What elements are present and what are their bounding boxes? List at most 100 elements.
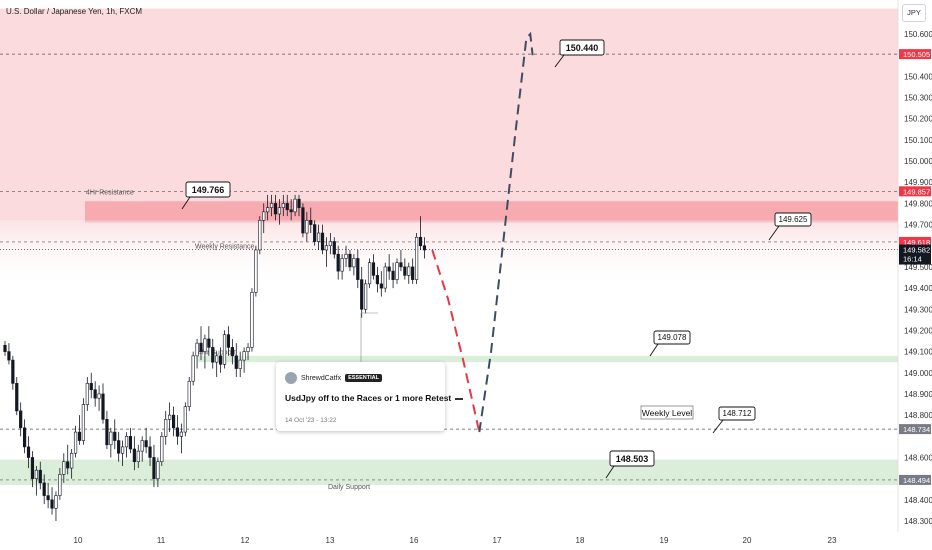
idea-title[interactable]: UsdJpy off to the Races or 1 more Retest: [285, 393, 464, 403]
candle: [117, 432, 121, 462]
candle: [195, 338, 199, 369]
candle: [152, 444, 156, 488]
time-axis-bg: [0, 532, 898, 550]
candle: [11, 355, 15, 390]
x-tick-label: 19: [660, 536, 669, 545]
candle-body: [281, 203, 285, 208]
price-callout[interactable]: 148.503: [605, 450, 655, 479]
candle: [364, 279, 368, 314]
price-tag-label: 149.582: [903, 246, 930, 255]
x-tick-label: 18: [576, 536, 585, 545]
candle-body: [105, 419, 109, 446]
candle: [26, 436, 31, 469]
candle-body: [164, 419, 168, 437]
candle: [360, 266, 364, 318]
candle-body: [230, 347, 234, 357]
weekly-level-annotation[interactable]: Weekly Level: [640, 405, 694, 420]
candle-body: [258, 220, 262, 251]
candle-body: [62, 461, 66, 475]
candle: [132, 436, 136, 471]
callout-pointer: [768, 225, 780, 241]
resistance-area: [0, 8, 898, 221]
candle-body: [250, 292, 254, 348]
candle-body: [277, 207, 282, 215]
candle-body: [11, 359, 15, 384]
candle-body: [97, 393, 101, 399]
candle-body: [367, 262, 372, 285]
candle-body: [266, 207, 270, 213]
callout-label: 148.503: [616, 454, 649, 464]
price-axis-bg: [898, 0, 932, 550]
candle: [234, 343, 238, 378]
y-tick-label: 150.200: [904, 115, 932, 124]
candle-body: [66, 461, 70, 469]
candle: [175, 415, 180, 445]
price-tag: 148.734: [899, 424, 931, 435]
candle-body: [124, 436, 129, 448]
price-callout[interactable]: 149.625: [768, 212, 812, 241]
candle: [58, 468, 62, 500]
candle-body: [148, 446, 152, 458]
candle-body: [320, 232, 325, 251]
candle-body: [34, 469, 38, 479]
price-tag-bg: [899, 236, 931, 247]
candle: [414, 233, 419, 284]
idea-date: 14 Oct '23 - 13:22: [285, 417, 337, 424]
candle-body: [195, 342, 199, 357]
candle: [230, 338, 234, 365]
candle-body: [383, 266, 387, 289]
candle-body: [234, 355, 238, 369]
candle: [242, 347, 246, 373]
y-tick-label: 149.000: [904, 369, 932, 378]
candle-body: [175, 427, 180, 437]
candle-body: [203, 338, 207, 352]
candle: [313, 220, 317, 246]
candle: [269, 194, 274, 217]
y-tick-label: 150.600: [904, 30, 932, 39]
currency-button[interactable]: JPY: [902, 4, 926, 22]
candle-body: [316, 232, 321, 242]
candle: [254, 245, 258, 297]
candle: [422, 237, 427, 259]
candle-body: [379, 283, 383, 289]
candle: [105, 410, 109, 450]
candle-body: [128, 436, 133, 450]
candle-body: [140, 440, 144, 452]
candle: [289, 199, 293, 221]
candle: [42, 474, 46, 505]
bullish-projection-path: [478, 31, 534, 433]
candle: [22, 419, 27, 454]
candle-body: [191, 355, 195, 382]
price-callout[interactable]: 149.078: [649, 330, 691, 357]
candle-body: [73, 431, 78, 454]
author-avatar[interactable]: [285, 372, 297, 384]
y-tick-label: 150.400: [904, 72, 932, 81]
candle: [179, 423, 184, 454]
candle-body: [395, 262, 399, 280]
candle: [66, 444, 70, 475]
y-tick-label: 148.600: [904, 453, 932, 462]
candle: [250, 288, 254, 352]
y-tick-label: 148.900: [904, 390, 932, 399]
candle: [379, 271, 383, 297]
weekly-level-text: Weekly Level: [642, 408, 693, 418]
price-callout[interactable]: 148.712: [712, 406, 756, 434]
candle-body: [199, 342, 203, 352]
idea-card[interactable]: ShrewdCatfx ESSENTIAL UsdJpy off to the …: [276, 362, 464, 431]
candle-body: [360, 279, 364, 310]
candle-body: [93, 389, 97, 399]
candle-body: [324, 245, 329, 251]
candle: [164, 410, 168, 445]
price-tag-countdown: 16:14: [903, 255, 922, 264]
price-tag-bg: [899, 424, 931, 435]
y-tick-label: 149.500: [904, 263, 932, 272]
candle: [73, 425, 78, 458]
author-name[interactable]: ShrewdCatfx: [301, 374, 342, 382]
candle-body: [269, 203, 274, 208]
price-callout[interactable]: 149.766: [181, 181, 231, 210]
candle-body: [414, 236, 419, 280]
candle: [258, 216, 262, 255]
y-tick-label: 149.200: [904, 326, 932, 335]
price-callout[interactable]: 150.440: [554, 39, 605, 68]
